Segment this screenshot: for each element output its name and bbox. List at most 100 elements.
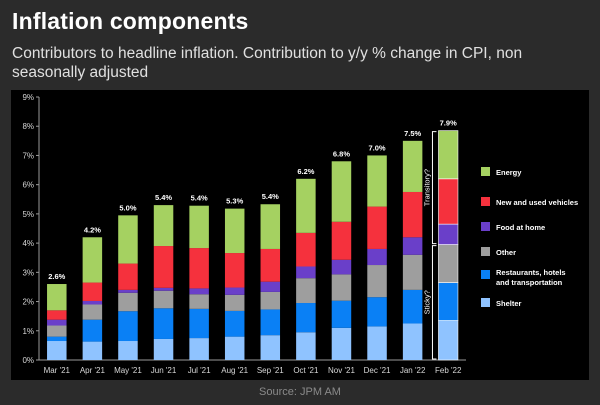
legend-swatch <box>481 298 490 307</box>
legend-label: New and used vehicles <box>496 198 578 207</box>
bracket-label: Sticky? <box>422 290 431 314</box>
bar-segment <box>153 246 174 288</box>
bar-segment <box>402 237 423 255</box>
bar-segment <box>82 319 103 342</box>
bar-segment <box>153 308 174 339</box>
bar-segment <box>331 161 352 222</box>
bar-segment <box>402 254 423 290</box>
x-tick-label: Sep '21 <box>257 366 284 375</box>
source-note: Source: JPM AM <box>259 386 341 398</box>
bar-segment <box>296 332 316 360</box>
bar-segment <box>224 310 245 337</box>
bar-segment <box>153 290 174 309</box>
bar-segment <box>189 248 209 289</box>
legend-label: Restaurants, hotels and transportation <box>496 268 566 287</box>
bar-total-label: 6.2% <box>297 167 314 176</box>
bracket-line <box>431 131 437 245</box>
bar-segment <box>189 308 209 339</box>
bar-segment <box>331 274 352 301</box>
bar-segment <box>118 311 138 342</box>
bar-total-label: 6.8% <box>333 149 350 158</box>
bar-segment <box>438 223 459 245</box>
y-tick-label: 3% <box>22 268 34 277</box>
bar-segment <box>367 326 387 360</box>
bar-segment <box>296 178 316 233</box>
stacked-bar-chart: 0% 1% 2% 3% 4% 5% 6% 7% 8% 9% 2.6% Mar '21 4.2% Apr '… <box>22 93 578 375</box>
bar-segment <box>82 304 103 320</box>
legend-swatch <box>481 222 490 231</box>
legend-label: Energy <box>496 168 522 177</box>
bar-total-label: 7.5% <box>404 129 421 138</box>
bar-segment <box>82 282 103 301</box>
x-tick-label: Oct '21 <box>293 366 319 375</box>
x-tick-label: Dec '21 <box>364 366 391 375</box>
bar-segment <box>438 178 459 225</box>
y-tick-label: 7% <box>22 151 34 160</box>
bar-segment <box>82 300 103 305</box>
bar-segment <box>260 291 281 310</box>
y-tick-label: 9% <box>22 93 34 102</box>
bar-segment <box>402 323 423 360</box>
legend-swatch <box>481 167 490 176</box>
bar-segment <box>438 130 459 180</box>
y-tick-label: 2% <box>22 298 34 307</box>
bar-total-label: 5.4% <box>191 194 208 203</box>
bar-segment <box>47 336 67 342</box>
bar-segment <box>402 140 423 192</box>
x-tick-label: Feb '22 <box>435 366 462 375</box>
x-tick-label: Aug '21 <box>221 366 248 375</box>
bar-segment <box>296 232 316 267</box>
bar-segment <box>224 336 245 360</box>
legend-label: Food at home <box>496 223 545 232</box>
bar-total-label: 7.9% <box>440 119 457 128</box>
bar-segment <box>367 297 387 327</box>
bar-segment <box>189 205 209 249</box>
chart-panel: 0% 1% 2% 3% 4% 5% 6% 7% 8% 9% 2.6% Mar '21 4.2% Apr '… <box>11 90 589 380</box>
y-tick-label: 4% <box>22 239 34 248</box>
bar-segment <box>47 341 67 360</box>
bracket-label: Transitory? <box>422 169 431 206</box>
y-tick-label: 0% <box>22 356 34 365</box>
x-tick-label: Jun '21 <box>151 366 177 375</box>
x-tick-label: May '21 <box>114 366 142 375</box>
bar-segment <box>153 338 174 360</box>
bar-total-label: 5.3% <box>226 197 243 206</box>
bar-segment <box>189 294 209 309</box>
bar-segment <box>82 237 103 283</box>
bar-segment <box>331 327 352 360</box>
bar-segment <box>118 263 138 290</box>
y-tick-label: 8% <box>22 122 34 131</box>
bar-segment <box>47 284 67 311</box>
bar-segment <box>224 208 245 254</box>
legend-swatch <box>481 270 490 279</box>
bar-segment <box>367 248 387 266</box>
bar-segment <box>189 338 209 360</box>
bar-segment <box>331 300 352 328</box>
legend-swatch <box>481 247 490 256</box>
bar-segment <box>296 303 316 333</box>
bar-segment <box>438 320 459 361</box>
bar-segment <box>153 205 174 247</box>
bar-segment <box>367 265 387 298</box>
x-tick-label: Nov '21 <box>328 366 355 375</box>
bar-segment <box>367 206 387 249</box>
y-tick-label: 6% <box>22 181 34 190</box>
bar-segment <box>118 292 138 312</box>
bar-segment <box>189 288 209 295</box>
bar-segment <box>153 287 174 291</box>
y-tick-label: 1% <box>22 327 34 336</box>
chart-subtitle: Contributors to headline inflation. Cont… <box>12 45 523 81</box>
x-tick-label: Apr '21 <box>80 366 106 375</box>
x-tick-label: Jan '22 <box>400 366 426 375</box>
bar-segment <box>402 289 423 324</box>
y-tick-label: 5% <box>22 210 34 219</box>
bar-segment <box>224 287 245 295</box>
bar-segment <box>331 259 352 275</box>
bar-total-label: 4.2% <box>84 225 101 234</box>
bar-segment <box>224 253 245 288</box>
legend-swatch <box>481 197 490 206</box>
bar-segment <box>260 204 281 249</box>
bar-segment <box>260 335 281 360</box>
bar-segment <box>296 278 316 304</box>
bar-segment <box>402 191 423 238</box>
